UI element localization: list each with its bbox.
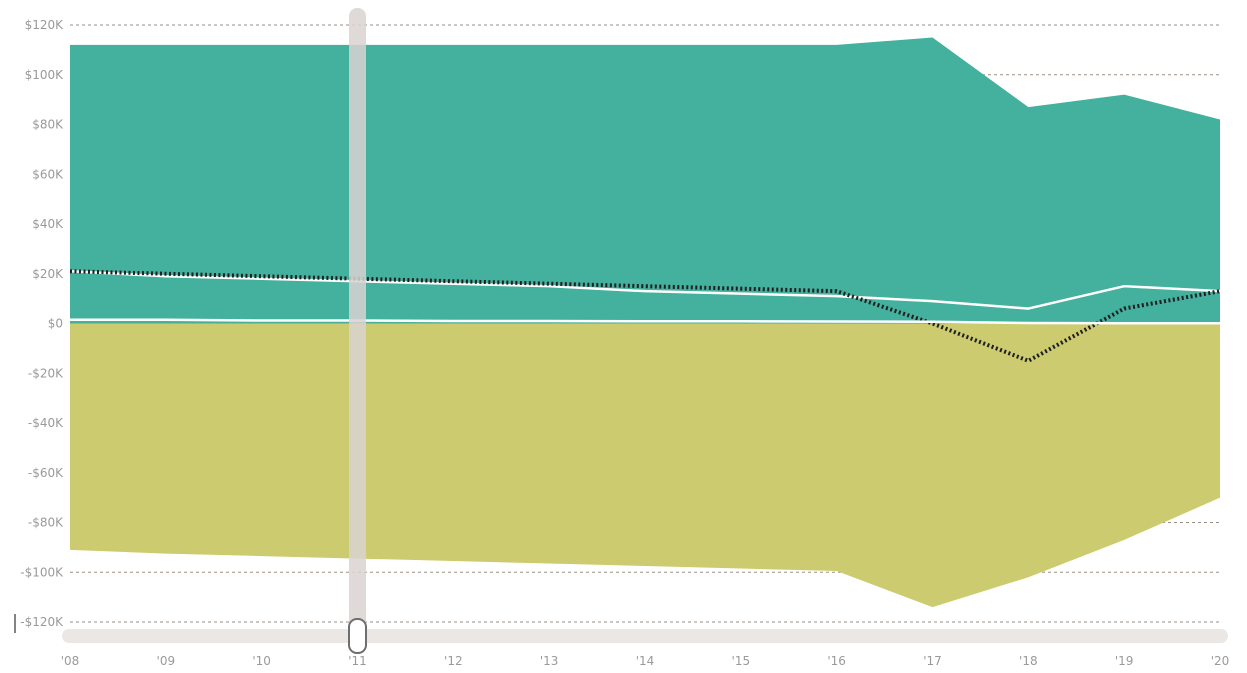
x-tick-label: '09 xyxy=(157,654,176,668)
x-tick-label: '12 xyxy=(444,654,463,668)
y-axis-ticks: $120K $100K $80K $60K $40K $20K $0 -$20K -$40K -$… xyxy=(20,18,64,629)
area-series-fill xyxy=(70,323,1220,608)
y-tick-label: -$100K xyxy=(20,565,64,579)
line-series xyxy=(69,269,1221,363)
y-tick-label: $120K xyxy=(25,18,65,32)
x-tick-label: '14 xyxy=(636,654,655,668)
area-series-fill xyxy=(70,37,1220,324)
x-axis-ticks: '08 '09 '10 '11 '12 '13 '14 '15 '16 '17 '18 '19 '20 xyxy=(61,654,1230,668)
y-tick-label: $0 xyxy=(48,317,63,331)
x-tick-label: '08 xyxy=(61,654,80,668)
x-tick-label: '19 xyxy=(1115,654,1134,668)
y-tick-label: -$20K xyxy=(28,366,64,380)
y-tick-label: $20K xyxy=(32,267,64,281)
slider-track[interactable] xyxy=(349,8,366,650)
x-tick-label: '10 xyxy=(252,654,271,668)
series-line xyxy=(70,318,1220,325)
x-tick-label: '18 xyxy=(1019,654,1038,668)
x-tick-label: '13 xyxy=(540,654,559,668)
y-tick-label: -$60K xyxy=(28,466,64,480)
slider-handle[interactable] xyxy=(348,618,367,654)
x-tick-label: '16 xyxy=(827,654,846,668)
y-tick-label: $100K xyxy=(25,68,65,82)
y-tick-label: $80K xyxy=(32,118,64,132)
series-line xyxy=(69,270,1221,310)
y-tick-label: $60K xyxy=(32,167,64,181)
x-tick-label: '15 xyxy=(732,654,751,668)
horizontal-scrollbar[interactable] xyxy=(62,629,1228,643)
x-tick-label: '20 xyxy=(1211,654,1230,668)
x-tick-label: '11 xyxy=(348,654,367,668)
y-tick-label: -$40K xyxy=(28,416,64,430)
y-tick-label: $40K xyxy=(32,217,64,231)
x-tick-label: '17 xyxy=(923,654,942,668)
y-tick-label: -$80K xyxy=(28,516,64,530)
y-tick-label: -$120K xyxy=(20,615,64,629)
scrollbar-track[interactable] xyxy=(62,629,1228,643)
play-axis-slider[interactable] xyxy=(348,8,367,654)
